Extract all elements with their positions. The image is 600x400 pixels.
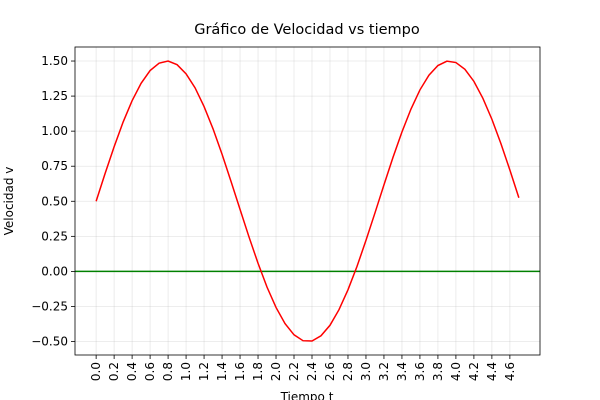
x-tick-label: 2.6 (323, 362, 337, 381)
x-tick-label: 3.4 (395, 362, 409, 381)
x-tick-label: 1.8 (251, 362, 265, 381)
y-tick-label: 1.25 (41, 89, 68, 103)
x-tick-label: 4.0 (449, 362, 463, 381)
x-tick-label: 1.2 (197, 362, 211, 381)
axes-frame (74, 46, 541, 356)
x-tick-label: 0.8 (161, 362, 175, 381)
y-tick-label: 0.25 (41, 229, 68, 243)
x-axis-label: Tiempo t (280, 390, 334, 400)
x-tick-label: 0.2 (107, 362, 121, 381)
x-tick-label: 2.4 (305, 362, 319, 381)
x-tick-label: 3.6 (413, 362, 427, 381)
line (95, 60, 520, 342)
x-tick-label: 4.6 (503, 362, 517, 381)
x-tick-label: 1.0 (179, 362, 193, 381)
y-tick-label: 0.50 (41, 194, 68, 208)
y-tick-label: −0.50 (31, 335, 68, 349)
x-tick-label: 0.0 (89, 362, 103, 381)
y-axis-label: Velocidad v (2, 167, 16, 236)
x-tick-label: 2.0 (269, 362, 283, 381)
x-tick-label: 0.4 (125, 362, 139, 381)
y-tick-label: 1.50 (41, 54, 68, 68)
x-tick-label: 1.6 (233, 362, 247, 381)
x-tick-label: 4.4 (485, 362, 499, 381)
y-tick-label: 0.75 (41, 159, 68, 173)
y-tick-label: −0.25 (31, 299, 68, 313)
x-tick-label: 0.6 (143, 362, 157, 381)
x-tick-label: 3.2 (377, 362, 391, 381)
x-tick-label: 1.4 (215, 362, 229, 381)
x-tick-label: 4.2 (467, 362, 481, 381)
y-tick-label: 1.00 (41, 124, 68, 138)
y-tick-label: 0.00 (41, 264, 68, 278)
x-tick-label: 3.0 (359, 362, 373, 381)
x-tick-label: 2.2 (287, 362, 301, 381)
x-tick-label: 2.8 (341, 362, 355, 381)
chart-title: Gráfico de Velocidad vs tiempo (194, 22, 420, 38)
x-tick-label: 3.8 (431, 362, 445, 381)
